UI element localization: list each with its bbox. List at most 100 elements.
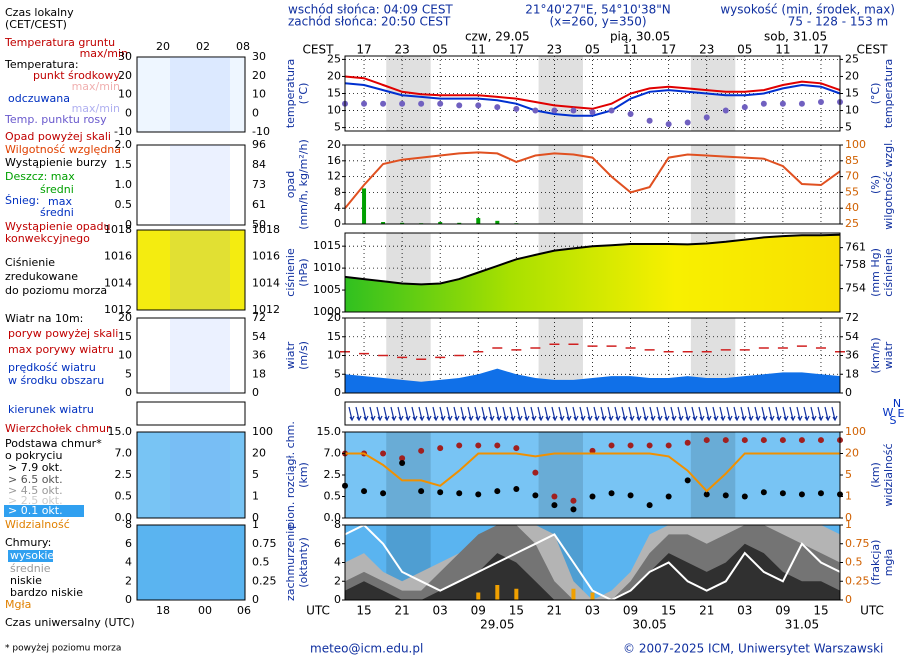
x-tick-label: 15 (509, 604, 524, 618)
legend-text: poryw powyżej skali (8, 327, 118, 340)
wind-arrow (348, 406, 355, 422)
legend-text: prędkość wiatru (8, 361, 96, 374)
wind-arrow (824, 406, 831, 422)
mini-tick-label: 18 (252, 367, 266, 380)
wind-arrow (439, 406, 446, 422)
legend-text: 02 (196, 40, 210, 53)
mini-tick-label: 6 (125, 537, 132, 550)
series-dot (513, 485, 520, 492)
series-dot (741, 493, 748, 500)
y2-tick-label: 0.25 (845, 574, 870, 587)
email[interactable]: meteo@icm.edu.pl (310, 642, 423, 656)
legend-text: odczuwana (8, 92, 70, 105)
legend-text: Wierzchołek chmur (5, 422, 111, 435)
wind-arrow (635, 406, 642, 422)
wind-arrow (698, 406, 705, 422)
y-tick-label: 0.0 (324, 511, 342, 524)
series-dot (608, 107, 615, 114)
series-bar (571, 588, 576, 600)
series-dot (418, 488, 425, 495)
series-dot (779, 437, 786, 444)
wind-arrow (649, 406, 656, 422)
axis-label: wiatr (882, 341, 895, 369)
wind-arrow (579, 406, 586, 422)
wind-arrow (530, 406, 537, 422)
series-line (344, 523, 841, 602)
series-dot (665, 442, 672, 449)
y-tick-label: 7.0 (324, 447, 342, 460)
series-dot (475, 442, 482, 449)
compass: E (898, 407, 905, 420)
wind-arrow (775, 406, 782, 422)
mini-tick-label: 72 (252, 311, 266, 324)
mini-tick-label: -10 (114, 125, 132, 138)
legend-text: max/min (72, 80, 120, 93)
series-dot (551, 493, 558, 500)
wind-arrow (796, 406, 803, 422)
wind-arrow (432, 406, 439, 422)
x-tick-label: 03 (737, 604, 752, 618)
x-tick-label: 21 (547, 604, 562, 618)
mini-tick-label: 0.5 (115, 490, 133, 503)
legend-text: * powyżej poziomu morza (5, 644, 121, 654)
mini-tick-label: 0 (125, 106, 132, 119)
y2-tick-label: 0.75 (845, 537, 870, 550)
legend-text: 00 (198, 604, 212, 617)
wind-arrow (593, 406, 600, 422)
mini-day-band (170, 318, 230, 393)
mini-tick-label: 96 (252, 138, 266, 151)
wind-arrow (586, 406, 593, 422)
mini-tick-label: 10 (118, 88, 132, 101)
series-bar (476, 592, 481, 600)
series-area (345, 368, 840, 393)
series-dot (684, 477, 691, 484)
y2-tick-label: 5 (845, 121, 852, 134)
series-dot (741, 437, 748, 444)
mini-tick-label: 7.0 (115, 447, 133, 460)
axis-label: (%) (869, 175, 882, 194)
legend-text: Czas uniwersalny (UTC) (5, 616, 135, 629)
legend-swatch (4, 505, 84, 517)
series-dot (380, 100, 387, 107)
series-dot (722, 492, 729, 499)
x-tick-label: 17 (661, 43, 676, 57)
night-band (386, 432, 431, 518)
series-dot (475, 102, 482, 109)
axis-label: (°C) (297, 83, 310, 105)
mini-tick-label: 1018 (104, 223, 132, 236)
legend-text: > 0.1 okt. (8, 504, 63, 517)
series-dot (589, 447, 596, 454)
night-band (538, 145, 583, 224)
y2-tick-label: 100 (845, 138, 866, 151)
day-label: pią, 30.05 (610, 30, 670, 44)
y2-tick-label: 15 (845, 87, 859, 100)
y2-tick-label: 10 (845, 104, 859, 117)
legend-text: kierunek wiatru (8, 403, 94, 416)
series-bar (400, 222, 405, 224)
sunset: zachód słońca: 20:50 CEST (288, 15, 451, 29)
y2-tick-label: 754 (845, 282, 866, 295)
legend-text: wysokie (10, 549, 54, 562)
y-tick-label: 0.5 (324, 490, 342, 503)
y2-tick-label: 54 (845, 330, 859, 343)
wind-arrow (369, 406, 376, 422)
elevation-title: wysokość (min, środek, max) (720, 3, 895, 17)
axis-label: pion. rozciągł. chm. (284, 421, 297, 529)
mini-tick-label: 1016 (252, 250, 280, 263)
x-tick-label: 09 (775, 604, 790, 618)
mini-tick-label: 50 (252, 218, 266, 231)
series-dot (399, 100, 406, 107)
axis-label: widzialność (882, 443, 895, 506)
y-tick-label: 8 (334, 518, 341, 531)
mini-tick-label: 0.0 (115, 511, 133, 524)
series-dot (380, 490, 387, 497)
y-tick-label: 1005 (313, 283, 341, 296)
mini-panel (136, 229, 246, 311)
axis-label: zachmurzenie (284, 524, 297, 601)
y-tick-label: 4 (334, 556, 341, 569)
mini-tick-label: 36 (252, 349, 266, 362)
day-label: 29.05 (480, 618, 514, 632)
y2-tick-label: 25 (845, 52, 859, 65)
legend-text: konwekcyjnego (5, 232, 90, 245)
